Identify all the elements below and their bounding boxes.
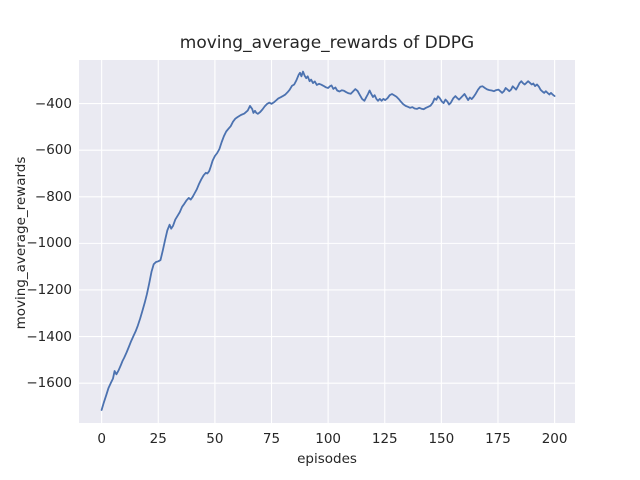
y-tick-label: −1200 (26, 281, 72, 298)
x-tick-label: 175 (485, 431, 511, 447)
x-axis-label: episodes (297, 451, 357, 467)
x-tick-label: 0 (97, 431, 106, 447)
y-tick-label: −1600 (26, 375, 72, 392)
axes-background (79, 60, 575, 423)
x-tick-label: 50 (206, 431, 224, 447)
y-tick-label: −600 (34, 142, 72, 159)
x-tick-label: 200 (541, 431, 568, 447)
y-tick-label: −800 (34, 188, 72, 205)
x-tick-label: 75 (262, 431, 281, 447)
y-tick-label: −1400 (26, 328, 72, 345)
y-tick-label: −400 (34, 95, 72, 112)
chart-title: moving_average_rewards of DDPG (179, 33, 475, 53)
x-tick-label: 25 (149, 431, 167, 447)
x-tick-label: 125 (371, 431, 398, 447)
y-tick-label: −1000 (26, 235, 72, 252)
x-tick-label: 150 (428, 431, 455, 447)
reward-line (100, 70, 556, 411)
x-tick-label: 100 (315, 431, 342, 447)
